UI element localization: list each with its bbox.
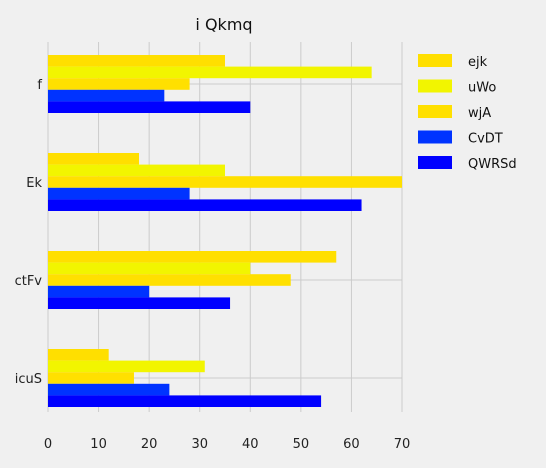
x-tick-label: 40: [242, 437, 259, 452]
legend-label-wjA: wjA: [468, 106, 491, 121]
x-tick-labels: 0 10 20 30 40 50 60 70: [44, 437, 410, 452]
bar-QWRSd-ctFv: [48, 297, 231, 309]
bar-wjA-f: [48, 78, 190, 90]
bar-uWo-f: [48, 66, 372, 79]
legend-label-ejk: ejk: [468, 55, 488, 70]
bar-CvDT-f: [48, 89, 165, 102]
bar-uWo-ctFv: [48, 262, 251, 275]
x-tick-label: 50: [293, 437, 310, 452]
bar-QWRSd-f: [48, 101, 251, 113]
bar-ejk-Ek: [48, 153, 140, 165]
x-tick-label: 10: [90, 437, 107, 452]
bar-ejk-f: [48, 55, 225, 67]
bar-CvDT-icuS: [48, 383, 170, 396]
x-tick-label: 0: [44, 437, 52, 452]
bar-QWRSd-icuS: [48, 395, 322, 407]
x-tick-label: 30: [191, 437, 208, 452]
bar-uWo-Ek: [48, 164, 225, 177]
x-tick-label: 70: [394, 437, 411, 452]
bar-wjA-Ek: [48, 176, 402, 188]
y-tick-label: Ek: [26, 176, 42, 191]
bar-ejk-icuS: [48, 349, 109, 361]
legend-label-QWRSd: QWRSd: [468, 157, 517, 172]
y-tick-label: icuS: [15, 372, 42, 387]
bar-wjA-ctFv: [48, 274, 291, 286]
bar-uWo-icuS: [48, 360, 205, 373]
bar-ejk-ctFv: [48, 251, 337, 263]
legend-label-uWo: uWo: [468, 81, 496, 96]
legend-swatch-wjA: [418, 105, 452, 118]
chart-title: i Qkmq: [195, 15, 252, 34]
bar-CvDT-ctFv: [48, 285, 150, 298]
legend-swatch-CvDT: [418, 130, 452, 144]
legend-swatch-ejk: [418, 54, 452, 67]
bar-QWRSd-Ek: [48, 199, 362, 211]
y-tick-label: ctFv: [15, 274, 43, 289]
legend-swatch-uWo: [418, 79, 452, 93]
legend: ejk uWo wjA CvDT QWRSd: [418, 54, 517, 172]
legend-label-CvDT: CvDT: [468, 132, 503, 147]
x-tick-label: 60: [343, 437, 360, 452]
bars: [48, 55, 402, 407]
y-tick-label: f: [37, 78, 42, 93]
x-tick-label: 20: [141, 437, 158, 452]
bar-wjA-icuS: [48, 372, 134, 384]
bar-CvDT-Ek: [48, 187, 190, 200]
y-tick-labels: f Ek ctFv icuS: [15, 78, 43, 387]
legend-swatch-QWRSd: [418, 156, 452, 169]
